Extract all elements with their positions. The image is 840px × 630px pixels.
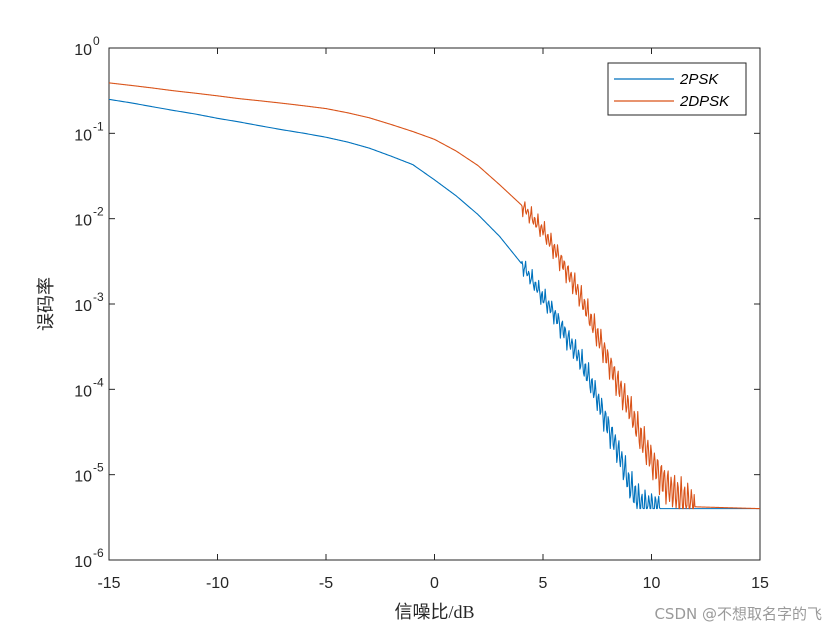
y-tick-base: 10 xyxy=(74,298,92,315)
x-tick-label: 15 xyxy=(751,575,769,592)
y-axis-label: 误码率 xyxy=(36,277,56,331)
plot-frame xyxy=(108,47,761,561)
x-tick-label: -15 xyxy=(97,575,120,592)
legend-label-2psk: 2PSK xyxy=(679,71,719,88)
y-tick-exponent: -1 xyxy=(93,119,104,133)
legend: 2PSK 2DPSK xyxy=(607,62,747,116)
x-tick-label: 5 xyxy=(539,575,548,592)
y-tick-base: 10 xyxy=(74,383,92,400)
legend-box xyxy=(607,62,747,116)
y-tick-base: 10 xyxy=(74,469,92,486)
y-tick-exponent: -5 xyxy=(93,461,104,475)
y-tick-exponent: -3 xyxy=(93,290,104,304)
x-tick-label: 0 xyxy=(430,575,439,592)
y-tick-base: 10 xyxy=(74,554,92,571)
y-tick-exponent: 0 xyxy=(93,34,100,48)
y-tick-label: 10-2 xyxy=(74,205,104,230)
series-line-2psk xyxy=(108,98,760,510)
series-layer xyxy=(108,82,761,510)
x-tick-label: -5 xyxy=(319,575,333,592)
y-tick-base: 10 xyxy=(74,42,92,59)
y-tick-label: 100 xyxy=(74,34,100,59)
y-tick-exponent: -2 xyxy=(93,205,104,219)
x-axis-label: 信噪比/dB xyxy=(394,602,474,622)
y-tick-label: 10-5 xyxy=(74,461,104,486)
watermark: CSDN @不想取名字的飞 xyxy=(654,605,822,623)
x-tick-label: 10 xyxy=(643,575,661,592)
y-tick-label: 10-4 xyxy=(74,375,104,400)
y-tick-label: 10-6 xyxy=(74,546,104,571)
y-tick-label: 10-1 xyxy=(74,119,104,144)
y-tick-exponent: -4 xyxy=(93,375,104,389)
y-tick-exponent: -6 xyxy=(93,546,104,560)
y-tick-base: 10 xyxy=(74,213,92,230)
legend-label-2dpsk: 2DPSK xyxy=(679,93,730,110)
series-line-2dpsk xyxy=(108,82,761,510)
plot-area xyxy=(108,47,761,561)
y-tick-base: 10 xyxy=(74,127,92,144)
x-tick-label: -10 xyxy=(206,575,229,592)
y-tick-label: 10-3 xyxy=(74,290,104,315)
axes-layer: -15 -10 -5 0 5 10 1510010-110-210-310-410-510-… xyxy=(74,34,769,592)
